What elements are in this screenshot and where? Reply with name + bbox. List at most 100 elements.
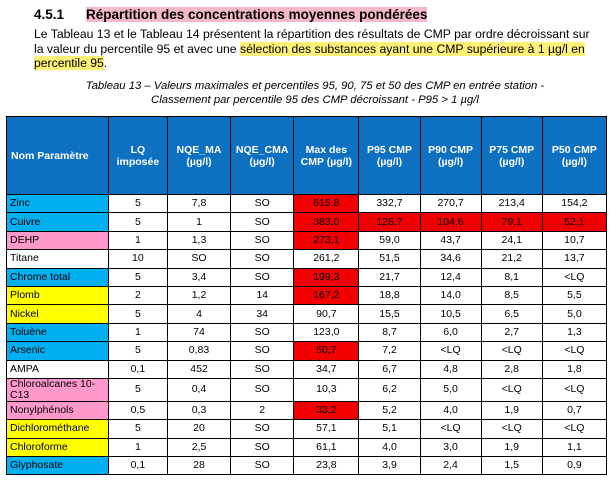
table-row: Nickel 5 4 34 90,7 15,5 10,5 6,5 5,0 bbox=[6, 304, 608, 324]
parameter-name-cell: Glyphosate bbox=[6, 456, 109, 476]
value-cell: 10 bbox=[107, 249, 168, 269]
value-cell: SO bbox=[230, 249, 295, 269]
value-cell: 33,2 bbox=[293, 400, 360, 421]
value-cell: 104,6 bbox=[419, 212, 482, 232]
column-header: LQ imposée bbox=[107, 116, 168, 195]
value-cell: 273,1 bbox=[293, 230, 360, 251]
value-cell: 8,5 bbox=[480, 285, 543, 306]
value-cell: 199,3 bbox=[293, 267, 360, 287]
parameter-name-cell: Dichlorométhane bbox=[6, 419, 109, 439]
value-cell: SO bbox=[230, 456, 295, 476]
section-number: 4.5.1 bbox=[34, 7, 65, 22]
table-row: Zinc 5 7,8 SO 615,8 332,7 270,7 213,4 154,2 bbox=[6, 193, 608, 214]
caption-line-1: Tableau 13 – Valeurs maximales et percen… bbox=[85, 80, 545, 92]
value-cell: 1,1 bbox=[541, 437, 608, 458]
value-cell: SO bbox=[230, 437, 295, 458]
table-row: Chrome total 5 3,4 SO 199,3 21,7 12,4 8,1 <LQ bbox=[6, 267, 608, 287]
value-cell: 1,9 bbox=[480, 437, 543, 458]
value-cell: 52,1 bbox=[541, 212, 608, 232]
value-cell: SO bbox=[230, 230, 295, 251]
parameter-name-cell: Zinc bbox=[6, 193, 109, 214]
value-cell: <LQ bbox=[480, 377, 543, 402]
value-cell: 1 bbox=[107, 322, 168, 343]
value-cell: 10,3 bbox=[293, 377, 360, 402]
value-cell: 5 bbox=[107, 212, 168, 232]
value-cell: 3,4 bbox=[166, 267, 232, 287]
value-cell: 0,1 bbox=[107, 456, 168, 476]
intro-paragraph: Le Tableau 13 et le Tableau 14 présenten… bbox=[34, 27, 594, 71]
value-cell: 2 bbox=[230, 400, 295, 421]
value-cell: 123,0 bbox=[293, 322, 360, 343]
value-cell: 5 bbox=[107, 267, 168, 287]
value-cell: 6,5 bbox=[480, 304, 543, 324]
column-header: P75 CMP (µg/l) bbox=[480, 116, 543, 195]
value-cell: SO bbox=[230, 359, 295, 379]
value-cell: 3,0 bbox=[419, 437, 482, 458]
value-cell: SO bbox=[230, 267, 295, 287]
value-cell: 6,0 bbox=[419, 322, 482, 343]
value-cell: 383,0 bbox=[293, 212, 360, 232]
parameter-name-cell: Cuivre bbox=[6, 212, 109, 232]
column-header: Nom Paramètre bbox=[6, 116, 109, 195]
column-header: P95 CMP (µg/l) bbox=[358, 116, 421, 195]
parameter-name-cell: Toluène bbox=[6, 322, 109, 343]
value-cell: 1,9 bbox=[480, 400, 543, 421]
parameter-name-cell: Plomb bbox=[6, 285, 109, 306]
value-cell: 2,7 bbox=[480, 322, 543, 343]
value-cell: 5,2 bbox=[358, 400, 421, 421]
table-row: Dichlorométhane 5 20 SO 57,1 5,1 <LQ <LQ <LQ bbox=[6, 419, 608, 439]
value-cell: 50,7 bbox=[293, 341, 360, 361]
value-cell: 6,2 bbox=[358, 377, 421, 402]
value-cell: 0,5 bbox=[107, 400, 168, 421]
value-cell: 57,1 bbox=[293, 419, 360, 439]
value-cell: 21,7 bbox=[358, 267, 421, 287]
value-cell: 15,5 bbox=[358, 304, 421, 324]
value-cell: <LQ bbox=[419, 341, 482, 361]
value-cell: 34 bbox=[230, 304, 295, 324]
value-cell: 12,4 bbox=[419, 267, 482, 287]
value-cell: <LQ bbox=[480, 341, 543, 361]
value-cell: 6,7 bbox=[358, 359, 421, 379]
column-header: NQE_MA (µg/l) bbox=[166, 116, 232, 195]
parameter-name-cell: DEHP bbox=[6, 230, 109, 251]
value-cell: 2 bbox=[107, 285, 168, 306]
value-cell: 5,0 bbox=[541, 304, 608, 324]
value-cell: 0,4 bbox=[166, 377, 232, 402]
value-cell: 74 bbox=[166, 322, 232, 343]
value-cell: <LQ bbox=[541, 419, 608, 439]
table-row: Plomb 2 1,2 14 167,2 18,8 14,0 8,5 5,5 bbox=[6, 285, 608, 306]
table-body: Zinc 5 7,8 SO 615,8 332,7 270,7 213,4 154,2 Cuivr… bbox=[6, 193, 608, 476]
value-cell: 4 bbox=[166, 304, 232, 324]
value-cell: SO bbox=[230, 377, 295, 402]
section-title: Répartition des concentrations moyennes … bbox=[86, 7, 428, 22]
value-cell: 615,8 bbox=[293, 193, 360, 214]
value-cell: 5 bbox=[107, 304, 168, 324]
value-cell: 10,7 bbox=[541, 230, 608, 251]
value-cell: 0,9 bbox=[541, 456, 608, 476]
parameter-name-cell: Titane bbox=[6, 249, 109, 269]
value-cell: 0,3 bbox=[166, 400, 232, 421]
parameter-name-cell: AMPA bbox=[6, 359, 109, 379]
table-row: Arsenic 5 0,83 SO 50,7 7,2 <LQ <LQ <LQ bbox=[6, 341, 608, 361]
value-cell: 0,7 bbox=[541, 400, 608, 421]
value-cell: 79,1 bbox=[480, 212, 543, 232]
parameter-name-cell: Nonylphénols bbox=[6, 400, 109, 421]
value-cell: 5,0 bbox=[419, 377, 482, 402]
section-heading: 4.5.1 Répartition des concentrations moye… bbox=[34, 7, 428, 22]
table-header-row: Nom Paramètre LQ imposée NQE_MA (µg/l) NQE_CM… bbox=[6, 116, 608, 195]
value-cell: SO bbox=[230, 322, 295, 343]
value-cell: <LQ bbox=[541, 377, 608, 402]
table-row: Chloroalcanes 10-C13 5 0,4 SO 10,3 6,2 5,0 <LQ <… bbox=[6, 377, 608, 402]
value-cell: 154,2 bbox=[541, 193, 608, 214]
table-row: Nonylphénols 0,5 0,3 2 33,2 5,2 4,0 1,9 0,7 bbox=[6, 400, 608, 421]
value-cell: 7,8 bbox=[166, 193, 232, 214]
value-cell: 5 bbox=[107, 193, 168, 214]
value-cell: 51,5 bbox=[358, 249, 421, 269]
value-cell: 5 bbox=[107, 419, 168, 439]
value-cell: 452 bbox=[166, 359, 232, 379]
value-cell: 28 bbox=[166, 456, 232, 476]
column-header: NQE_CMA (µg/l) bbox=[230, 116, 295, 195]
value-cell: 8,7 bbox=[358, 322, 421, 343]
table-row: Chloroforme 1 2,5 SO 61,1 4,0 3,0 1,9 1,1 bbox=[6, 437, 608, 458]
value-cell: 61,1 bbox=[293, 437, 360, 458]
